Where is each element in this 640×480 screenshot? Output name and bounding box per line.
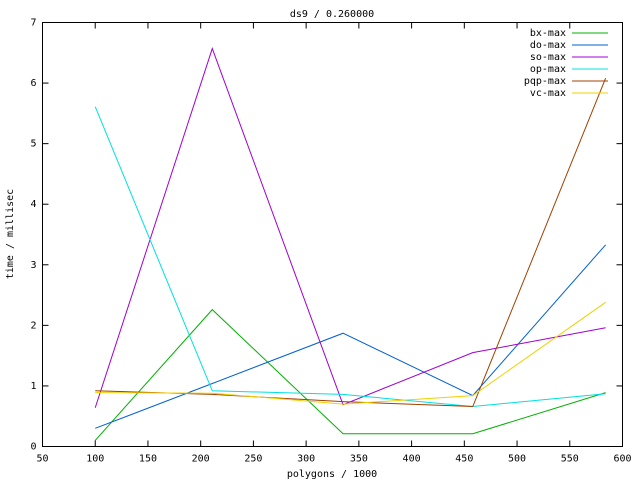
y-tick-label: 4 bbox=[30, 199, 36, 210]
x-tick-label: 400 bbox=[403, 454, 421, 465]
series-line bbox=[94, 106, 606, 408]
y-axis-label: time / millisec bbox=[5, 189, 16, 279]
legend-label: do-max bbox=[530, 40, 566, 51]
y-tick-label: 2 bbox=[30, 320, 36, 331]
series-line bbox=[95, 244, 607, 429]
legend-label: so-max bbox=[530, 52, 566, 63]
series-line bbox=[94, 47, 606, 408]
x-tick-label: 50 bbox=[36, 454, 48, 465]
x-tick-label: 250 bbox=[244, 454, 262, 465]
x-tick-label: 350 bbox=[350, 454, 368, 465]
x-tick-label: 550 bbox=[561, 454, 579, 465]
chart-title: ds9 / 0.260000 bbox=[290, 9, 374, 20]
series-line bbox=[95, 301, 606, 405]
x-tick-label: 500 bbox=[508, 454, 526, 465]
y-tick-label: 7 bbox=[30, 18, 36, 29]
x-tick-label: 600 bbox=[613, 454, 631, 465]
y-tick-label: 0 bbox=[30, 442, 36, 453]
series-line bbox=[94, 308, 606, 441]
series-line bbox=[95, 78, 607, 408]
x-tick-label: 150 bbox=[139, 454, 157, 465]
y-tick-label: 5 bbox=[30, 139, 36, 150]
legend-label: pqp-max bbox=[524, 76, 566, 87]
x-tick-label: 100 bbox=[86, 454, 104, 465]
x-tick-label: 300 bbox=[297, 454, 315, 465]
x-axis-label: polygons / 1000 bbox=[287, 469, 377, 480]
y-tick-label: 3 bbox=[30, 260, 36, 271]
plot-border bbox=[42, 22, 623, 447]
legend-label: vc-max bbox=[530, 88, 566, 99]
x-tick-label: 450 bbox=[455, 454, 473, 465]
legend-label: op-max bbox=[530, 64, 566, 75]
x-tick-label: 200 bbox=[192, 454, 210, 465]
y-tick-label: 6 bbox=[30, 78, 36, 89]
legend-label: bx-max bbox=[530, 28, 566, 39]
y-tick-label: 1 bbox=[30, 381, 36, 392]
